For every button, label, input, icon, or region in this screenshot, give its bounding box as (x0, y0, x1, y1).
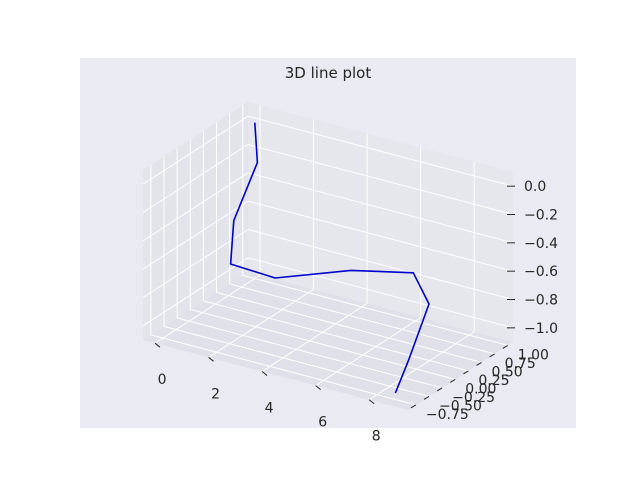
y-tick-mark (449, 378, 456, 383)
axis-ticks: 0 2 4 6 8 −0.75−0.50−0.250.000.250.500.751.00… (154, 179, 558, 445)
grid-line-z-back (247, 200, 514, 272)
x-tick-mark (368, 399, 375, 405)
x-tick-label: 8 (372, 429, 381, 445)
y-tick-label: 0.75 (505, 356, 536, 372)
grid-line-z-back (247, 229, 514, 300)
grid-line-x-floor (208, 288, 314, 358)
grid-line-y-floor (242, 274, 508, 346)
grid-line-z-left (142, 172, 249, 242)
grid-line-y-floor (203, 300, 469, 372)
grid-line-y-floor (176, 317, 443, 389)
z-tick-label: −0.2 (524, 208, 558, 224)
series-line (229, 122, 430, 394)
y-tick-mark (502, 344, 509, 349)
x-tick-mark (154, 342, 161, 348)
grid-line-z-left (142, 257, 249, 327)
series-layer (229, 122, 430, 394)
y-tick-label: −0.25 (452, 390, 495, 406)
x-tick-label: 4 (265, 400, 274, 416)
grid-line-x-floor (261, 303, 368, 372)
grid-line-z-back (247, 115, 514, 187)
y-tick-label: −0.50 (439, 398, 482, 414)
y-tick-mark (476, 361, 482, 366)
z-tick-label: 0.0 (524, 179, 546, 195)
x-tick-mark (315, 385, 321, 390)
y-tick-mark (489, 353, 495, 358)
grid-line-y-floor (150, 334, 417, 406)
x-tick-label: 6 (318, 415, 327, 431)
grid-line-x-floor (154, 274, 261, 344)
grid-line-z-left (142, 115, 249, 185)
y-tick-mark (463, 370, 469, 375)
grid-line-z-back (247, 257, 514, 329)
x-tick-mark (261, 371, 268, 376)
grid-line-z-left (142, 229, 249, 298)
z-tick-label: −0.8 (524, 293, 558, 309)
pane-floor (143, 272, 513, 410)
z-tick-label: −0.4 (524, 236, 558, 252)
y-tick-mark (423, 395, 430, 400)
grid-line-z-left (142, 200, 249, 270)
y-tick-mark (436, 387, 443, 392)
x-tick-label: 0 (158, 372, 167, 388)
y-tick-label: 1.00 (518, 347, 549, 363)
chart-title: 3D line plot (285, 64, 372, 82)
grid-line-z-back (247, 172, 514, 244)
grid-lines (142, 105, 514, 406)
y-tick-label: 0.25 (478, 373, 509, 389)
z-tick-label: −0.6 (524, 264, 558, 280)
grid-line-y-floor (216, 291, 482, 363)
y-tick-label: −0.75 (426, 407, 469, 423)
grid-line-x-floor (315, 317, 421, 387)
grid-line-y-floor (190, 308, 456, 380)
x-tick-label: 2 (211, 386, 220, 402)
y-tick-label: 0.50 (492, 364, 523, 380)
grid-line-z-back (247, 144, 514, 215)
grid-line-y-floor (163, 325, 430, 397)
z-tick-label: −1.0 (524, 321, 558, 337)
y-tick-mark (410, 404, 417, 409)
x-tick-mark (208, 356, 214, 362)
y-tick-label: 0.00 (465, 381, 496, 397)
grid-line-y-floor (229, 283, 495, 355)
grid-line-x-floor (368, 331, 475, 401)
grid-line-z-left (142, 144, 249, 213)
